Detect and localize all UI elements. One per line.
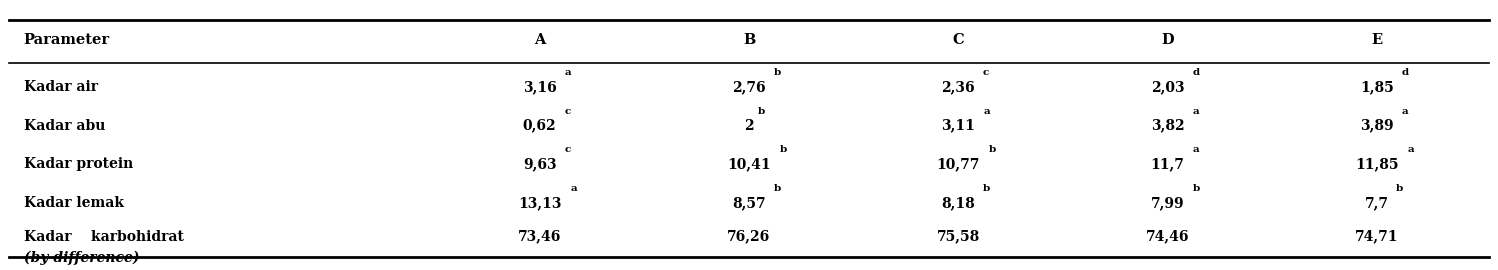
Text: 74,71: 74,71 (1356, 230, 1399, 244)
Text: 3,16: 3,16 (523, 80, 557, 94)
Text: a: a (1192, 145, 1198, 154)
Text: 7,99: 7,99 (1150, 196, 1185, 210)
Text: Kadar    karbohidrat: Kadar karbohidrat (24, 230, 184, 244)
Text: 2,76: 2,76 (733, 80, 765, 94)
Text: b: b (773, 184, 780, 193)
Text: a: a (1192, 107, 1198, 116)
Text: Kadar lemak: Kadar lemak (24, 196, 124, 210)
Text: 75,58: 75,58 (936, 230, 980, 244)
Text: 11,85: 11,85 (1356, 157, 1399, 171)
Text: a: a (571, 184, 577, 193)
Text: a: a (1402, 107, 1408, 116)
Text: b: b (758, 107, 765, 116)
Text: d: d (1402, 68, 1408, 77)
Text: 13,13: 13,13 (518, 196, 562, 210)
Text: E: E (1372, 33, 1383, 47)
Text: b: b (780, 145, 788, 154)
Text: 9,63: 9,63 (523, 157, 556, 171)
Text: b: b (773, 68, 780, 77)
Text: 7,7: 7,7 (1365, 196, 1389, 210)
Text: Kadar air: Kadar air (24, 80, 97, 94)
Text: 3,82: 3,82 (1150, 119, 1185, 133)
Text: 76,26: 76,26 (728, 230, 770, 244)
Text: Kadar abu: Kadar abu (24, 119, 105, 133)
Text: B: B (743, 33, 755, 47)
Text: a: a (565, 68, 571, 77)
Text: 3,89: 3,89 (1360, 119, 1393, 133)
Text: a: a (983, 107, 990, 116)
Text: 1,85: 1,85 (1360, 80, 1393, 94)
Text: b: b (1396, 184, 1402, 193)
Text: 73,46: 73,46 (518, 230, 562, 244)
Text: 8,18: 8,18 (941, 196, 975, 210)
Text: 2: 2 (745, 119, 753, 133)
Text: b: b (989, 145, 996, 154)
Text: 0,62: 0,62 (523, 119, 556, 133)
Text: b: b (1192, 184, 1200, 193)
Text: 3,11: 3,11 (941, 119, 975, 133)
Text: 74,46: 74,46 (1146, 230, 1189, 244)
Text: 11,7: 11,7 (1150, 157, 1185, 171)
Text: 2,36: 2,36 (942, 80, 975, 94)
Text: b: b (983, 184, 990, 193)
Text: D: D (1161, 33, 1174, 47)
Text: 10,41: 10,41 (727, 157, 771, 171)
Text: 10,77: 10,77 (936, 157, 980, 171)
Text: 2,03: 2,03 (1150, 80, 1185, 94)
Text: (by difference): (by difference) (24, 251, 139, 265)
Text: Parameter: Parameter (24, 33, 109, 47)
Text: 8,57: 8,57 (733, 196, 765, 210)
Text: a: a (1408, 145, 1414, 154)
Text: c: c (565, 107, 571, 116)
Text: d: d (1192, 68, 1200, 77)
Text: Kadar protein: Kadar protein (24, 157, 133, 171)
Text: c: c (983, 68, 989, 77)
Text: C: C (953, 33, 965, 47)
Text: A: A (533, 33, 545, 47)
Text: c: c (565, 145, 571, 154)
